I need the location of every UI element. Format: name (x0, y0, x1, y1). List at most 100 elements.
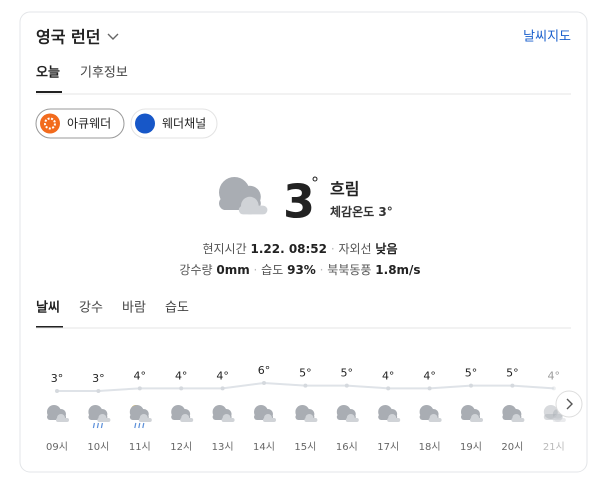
current-temp: 3 (283, 175, 315, 229)
time-label: 11시 (129, 441, 151, 453)
tab[interactable]: 오늘 (36, 66, 60, 81)
time-label: 09시 (46, 441, 68, 453)
feels-like: 체감온도 3° (330, 204, 393, 219)
cloud-part (543, 405, 558, 419)
feels-value: 3° (378, 205, 392, 219)
temp-label: 3° (92, 372, 105, 385)
rain-drop (142, 422, 145, 429)
cloud-part (345, 418, 359, 422)
time-label: 17시 (377, 441, 399, 453)
detail-value: 낮음 (375, 241, 397, 256)
cloud-part (138, 418, 152, 422)
detail-label: 습도 (261, 263, 283, 277)
temp-label: 6° (258, 364, 271, 377)
temp-point (344, 383, 349, 388)
detail-label: 현지시간 (202, 242, 246, 256)
rain-drop (92, 422, 95, 429)
temp-label: 5° (465, 367, 478, 380)
cloud-part (543, 414, 563, 420)
cloud-part (553, 414, 562, 422)
provider-button[interactable] (35, 108, 125, 139)
temp-label: 4° (548, 369, 561, 382)
condition: 흐림 (330, 180, 359, 199)
time-label: 18시 (419, 441, 441, 453)
temp-point (386, 386, 391, 391)
next-arrow[interactable] (566, 398, 573, 410)
cloud-part (97, 418, 111, 422)
cloud-part (221, 418, 235, 422)
detail-label: 강수량 (179, 263, 212, 277)
tab[interactable]: 기후정보 (80, 66, 128, 81)
cloud-part (263, 418, 276, 422)
time-label: 10시 (87, 441, 109, 453)
provider-icon (44, 117, 56, 130)
temp-label: 5° (506, 367, 519, 380)
temp-point (137, 386, 142, 391)
temp-point (262, 381, 266, 385)
cloud-part (470, 418, 483, 422)
time-label: 13시 (212, 441, 234, 453)
provider-icon (40, 113, 60, 134)
temp-point (303, 383, 308, 388)
map-link[interactable]: 날씨지도 (523, 30, 571, 45)
temp-unit: ° (311, 174, 319, 193)
temp-label: 5° (299, 367, 312, 380)
cloud-part (304, 418, 318, 422)
time-label: 19시 (460, 441, 482, 453)
sub-tab[interactable]: 바람 (122, 301, 146, 316)
next-button[interactable] (555, 390, 583, 418)
detail-value: 1.22. 08:52 (250, 242, 327, 256)
cloud-part (387, 418, 401, 422)
time-label: 12시 (170, 441, 192, 453)
cloud-part (428, 418, 442, 422)
provider-button[interactable] (130, 108, 218, 139)
rain-drop (138, 422, 141, 429)
temp-point (220, 386, 225, 391)
detail-label: 북북동풍 (327, 263, 371, 277)
rain-drop (134, 422, 137, 429)
temp-label: 4° (423, 369, 436, 382)
detail-value: 93% (287, 263, 316, 277)
cloud-part (238, 205, 268, 215)
temp-label: 4° (216, 369, 229, 382)
separator-dot: · (327, 242, 338, 256)
temp-point (551, 386, 556, 391)
temp-point (96, 389, 101, 393)
cloud-part (552, 418, 566, 422)
time-label: 14시 (253, 441, 275, 453)
tab-underline (36, 91, 62, 93)
rain-drop (96, 422, 99, 429)
temp-label: 4° (134, 369, 147, 382)
temp-point (469, 383, 473, 388)
sub-tab[interactable]: 날씨 (36, 301, 60, 316)
temp-label: 5° (341, 367, 354, 380)
sub-tab[interactable]: 습도 (165, 301, 189, 316)
temp-label: 3° (51, 372, 64, 385)
detail-value: 1.8m/s (375, 263, 420, 277)
sub-tab[interactable]: 강수 (79, 301, 103, 316)
time-label: 16시 (336, 441, 358, 453)
provider-name[interactable]: 웨더채널 (162, 117, 206, 131)
time-label: 21시 (543, 441, 565, 453)
time-label: 15시 (294, 441, 316, 453)
cloud-part (511, 418, 525, 422)
temp-label: 4° (175, 369, 188, 382)
chevron[interactable] (107, 33, 119, 40)
cloud-part (180, 418, 194, 422)
temp-point (179, 386, 184, 391)
temp-point (427, 386, 432, 391)
details-row: 강수량 0mm · 습도 93% · 북북동풍 1.8m/s (179, 263, 420, 277)
tab-underline (36, 326, 63, 328)
detail-label: 자외선 (338, 242, 371, 256)
separator-dot: · (316, 263, 327, 277)
sub-tabs: 날씨 강수 바람 습도 (36, 301, 189, 316)
location[interactable]: 영국 런던 (36, 28, 100, 47)
provider-name[interactable]: 아큐웨더 (67, 117, 111, 131)
rain-drop (100, 422, 103, 429)
cloud-part (56, 418, 69, 422)
provider-icon (135, 113, 155, 134)
feels-label: 체감온도 (330, 204, 374, 219)
details-row: 현지시간 1.22. 08:52 · 자외선 낮음 (202, 241, 397, 256)
